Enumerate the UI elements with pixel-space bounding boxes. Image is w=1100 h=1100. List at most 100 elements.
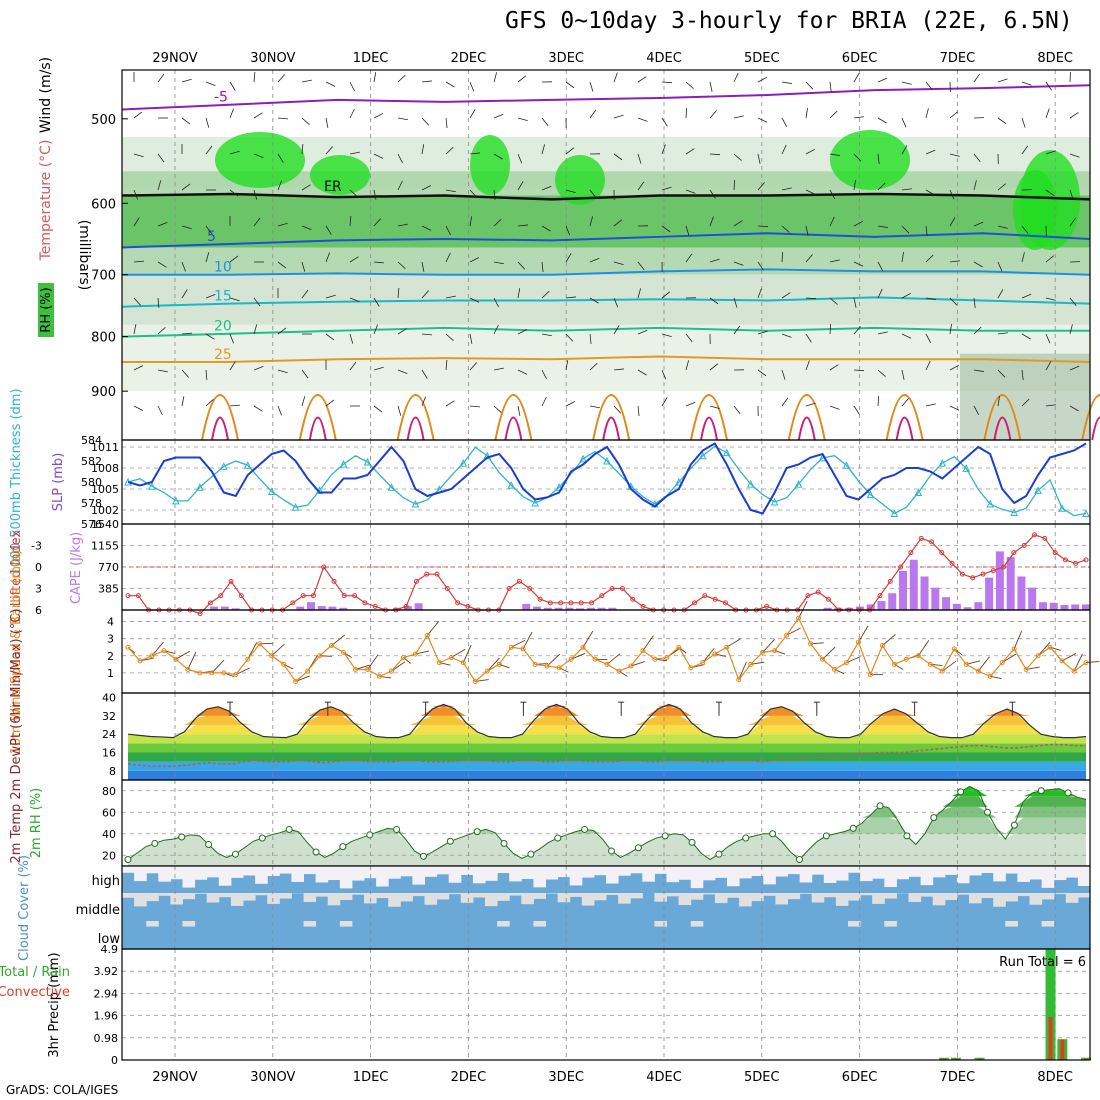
wind-barb: [229, 189, 239, 197]
wind-barb: [301, 261, 306, 272]
wind-barb: [565, 81, 575, 89]
rh-marker: [822, 832, 830, 840]
rh-marker: [1010, 821, 1018, 829]
lifted-index-marker: [877, 593, 883, 599]
cloud-cell: [908, 893, 922, 902]
rh-marker: [849, 824, 857, 832]
wind-barb: [949, 405, 960, 411]
wind-barb: [925, 108, 929, 119]
cloud-cell: [351, 893, 365, 895]
wind-barb: [606, 653, 621, 665]
precip-axis-label: 3hr Precip (mm): [47, 952, 62, 1057]
wind-barb: [997, 332, 1008, 335]
wind-barb: [277, 261, 287, 269]
rh-marker: [231, 850, 239, 858]
wind-barb: [565, 253, 572, 263]
wind-barb: [277, 222, 288, 227]
cloud-cell: [654, 921, 667, 927]
wind-barb: [829, 110, 838, 119]
cloud-cell: [969, 893, 982, 904]
wind-barb: [565, 147, 575, 155]
cloud-cell: [932, 866, 946, 878]
wind-barb: [805, 81, 814, 90]
wind-barb: [229, 404, 240, 407]
wind-barb: [637, 288, 641, 299]
cape-bar: [608, 607, 617, 610]
lifted-index-marker: [290, 600, 296, 606]
wind-barb: [757, 225, 769, 228]
lifted-index-marker: [568, 600, 574, 606]
wind-barb: [517, 405, 521, 416]
precip-tick-label: 0: [111, 1054, 118, 1067]
contour-label: 15: [214, 289, 232, 305]
rh-marker: [688, 838, 696, 846]
wind-speed-marker: [676, 644, 682, 650]
wind-speed-marker: [424, 632, 430, 638]
wind-speed-marker: [1071, 668, 1077, 674]
pressure-tick-label: 700: [91, 269, 116, 284]
temperature-axis-label: Temperature (°C): [38, 140, 54, 262]
cape-bar: [845, 607, 854, 610]
cape-bar: [317, 606, 326, 610]
cloud-cell: [400, 893, 413, 902]
wind-barb: [253, 153, 264, 158]
cloud-cell: [1065, 866, 1079, 878]
wind-barb: [877, 153, 880, 164]
wind-barb: [637, 181, 645, 191]
wind-barb: [877, 288, 883, 299]
rh-high-blob: [310, 155, 370, 195]
wind-barb: [421, 144, 425, 155]
wind-barb: [877, 331, 888, 335]
cloud-cell: [678, 866, 692, 880]
wind-barb: [451, 648, 466, 658]
wind-barb: [403, 657, 411, 664]
wind-barb: [253, 189, 258, 200]
top-date-label: 2DEC: [451, 51, 487, 66]
cloud-cell: [194, 893, 208, 894]
wind-speed-marker: [844, 660, 849, 666]
wind-speed-marker: [137, 658, 143, 664]
cape-bar: [1006, 556, 1015, 610]
wind-barb: [877, 182, 886, 191]
wind-barb: [613, 114, 624, 119]
wind-axis-label: 10m Wind Speed & Barbs (m/s): [9, 550, 24, 755]
wind-barb: [949, 111, 959, 119]
cloud-cell: [751, 866, 764, 876]
cloud-cell: [122, 866, 135, 873]
cloud-cell: [460, 893, 474, 903]
wind-barb: [301, 225, 312, 230]
lifted-index-marker: [578, 600, 584, 606]
pressure-tick-label: 600: [91, 197, 116, 212]
precip-tick-label: 0.98: [94, 1032, 119, 1045]
wind-barb: [541, 261, 544, 272]
rh-band: [128, 817, 1086, 834]
hot-contour: [797, 416, 816, 441]
cloud-cell: [303, 921, 317, 927]
cloud-cell: [206, 893, 220, 903]
cloud-cell: [1053, 866, 1067, 881]
cloud-cell: [497, 893, 510, 901]
wind-barb: [613, 405, 622, 414]
wind-speed-marker: [951, 646, 957, 652]
wind-barb: [211, 659, 225, 674]
thickness-marker: [746, 479, 755, 488]
lifted-index-marker: [1062, 557, 1068, 563]
wind-barb: [546, 653, 561, 667]
cape-bar: [210, 606, 219, 610]
wind-barb: [877, 369, 886, 377]
cape-bar: [1017, 576, 1026, 610]
lifted-index-line: [128, 534, 1087, 615]
cloud-cell: [775, 866, 788, 877]
wind-barb: [133, 189, 138, 200]
wind-barb: [229, 255, 239, 263]
wind-barb: [589, 333, 592, 344]
wind-barb: [427, 620, 440, 636]
rh-band: [128, 796, 1086, 807]
wind-barb: [397, 74, 406, 83]
wind-speed-marker: [963, 661, 969, 667]
wind-barb: [1061, 653, 1077, 662]
thickness-marker: [459, 458, 468, 467]
wind-barb: [391, 661, 406, 672]
bottom-date-label: 6DEC: [842, 1070, 878, 1085]
wind-barb: [421, 185, 432, 191]
